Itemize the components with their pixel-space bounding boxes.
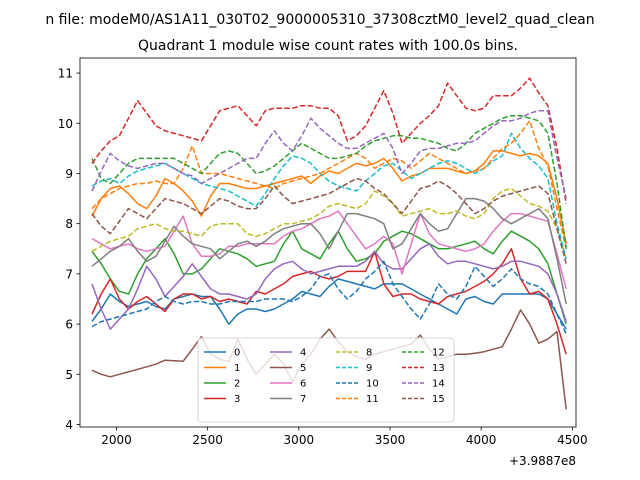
y-tick-label: 7 — [65, 267, 73, 281]
x-tick-label: 3500 — [375, 433, 406, 447]
x-tick-label: 4500 — [557, 433, 588, 447]
legend-box — [197, 337, 455, 423]
legend-label-14: 14 — [432, 379, 445, 390]
legend-label-13: 13 — [432, 363, 445, 374]
x-tick-label: 2000 — [101, 433, 132, 447]
x-tick-label: 2500 — [192, 433, 223, 447]
legend-label-4: 4 — [300, 348, 306, 359]
series-line-2 — [91, 230, 567, 325]
y-tick-label: 8 — [65, 217, 73, 231]
plot-frame — [79, 57, 577, 428]
legend-label-8: 8 — [366, 348, 372, 359]
series-line-13 — [91, 77, 567, 204]
legend-label-2: 2 — [234, 379, 240, 390]
series-line-14 — [91, 109, 567, 199]
legend-label-15: 15 — [432, 394, 445, 405]
y-tick-label: 9 — [65, 167, 73, 181]
legend-label-6: 6 — [300, 379, 306, 390]
y-tick-label: 10 — [58, 117, 73, 131]
y-tick-label: 4 — [65, 418, 73, 432]
y-tick-label: 6 — [65, 318, 73, 332]
series-line-15 — [91, 177, 567, 264]
series-line-0 — [91, 278, 567, 330]
legend-label-0: 0 — [234, 348, 240, 359]
series-line-8 — [91, 187, 567, 260]
y-tick-label: 11 — [58, 67, 73, 81]
legend-label-1: 1 — [234, 363, 240, 374]
series-line-10 — [91, 260, 567, 335]
series-line-11 — [91, 120, 567, 249]
y-tick-label: 5 — [65, 368, 73, 382]
series-line-1 — [91, 150, 567, 244]
figure-suptitle: n file: modeM0/AS1A11_030T02_9000005310_… — [45, 12, 594, 28]
series-line-6 — [91, 210, 567, 290]
legend-label-3: 3 — [234, 394, 240, 405]
legend-label-11: 11 — [366, 394, 379, 405]
legend-label-12: 12 — [432, 348, 445, 359]
series-line-7 — [91, 197, 567, 305]
series-line-5 — [91, 309, 567, 410]
series-line-9 — [91, 132, 567, 259]
series-layer — [91, 77, 567, 410]
legend-label-10: 10 — [366, 379, 379, 390]
x-tick-label: 4000 — [466, 433, 497, 447]
series-line-12 — [91, 114, 567, 249]
x-tick-label: 3000 — [284, 433, 315, 447]
x-offset-label: +3.9887e8 — [509, 454, 576, 468]
legend-label-7: 7 — [300, 394, 306, 405]
legend-label-9: 9 — [366, 363, 372, 374]
chart-title: Quadrant 1 module wise count rates with … — [138, 38, 518, 54]
legend-label-5: 5 — [300, 363, 306, 374]
series-line-4 — [91, 243, 567, 330]
